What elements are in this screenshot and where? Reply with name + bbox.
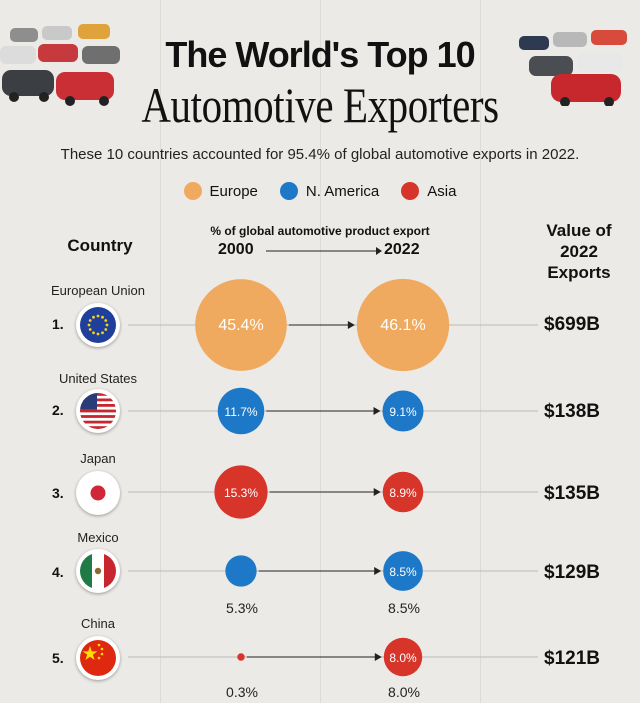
bubble-2022 — [383, 637, 423, 677]
us-flag-icon — [76, 389, 120, 433]
rank-label: 4. — [52, 564, 64, 580]
timeline-arrow-icon — [266, 247, 382, 255]
share-2022-label: 8.5% — [389, 565, 417, 579]
change-arrow-head — [373, 407, 381, 415]
share-2022-label: 46.1% — [380, 317, 425, 334]
country-name: European Union — [51, 283, 145, 298]
share-2000-label: 15.3% — [224, 486, 258, 500]
bg-stripe — [160, 0, 161, 703]
year-start-label: 2000 — [218, 241, 254, 258]
bubble-2022 — [382, 471, 424, 513]
legend: Europe N. America Asia — [0, 182, 640, 200]
bubble-2000 — [217, 387, 265, 435]
pct-column-header: % of global automotive product export — [210, 224, 430, 238]
rank-label: 2. — [52, 402, 64, 418]
share-2022-label: 8.9% — [389, 486, 417, 500]
legend-item-europe: Europe — [183, 182, 258, 200]
eu-flag-icon — [76, 303, 120, 347]
bubble-2022 — [382, 390, 424, 432]
europe-dot-icon — [183, 182, 202, 200]
export-value: $699B — [544, 314, 600, 335]
bg-stripe — [320, 0, 321, 703]
country-name: Japan — [80, 451, 116, 466]
bubble-2000 — [195, 279, 287, 371]
export-value: $121B — [544, 648, 600, 669]
change-arrow-head — [374, 567, 382, 575]
export-value: $138B — [544, 401, 600, 422]
title-line-1: The World's Top 10 — [165, 34, 475, 75]
bubble-2000 — [214, 465, 268, 519]
rank-label: 3. — [52, 485, 64, 501]
export-value: $129B — [544, 562, 600, 583]
share-2000-label-below: 0.3% — [226, 684, 258, 700]
country-name: Mexico — [77, 530, 119, 545]
rank-label: 5. — [52, 650, 64, 666]
country-name: China — [81, 616, 115, 631]
china-flag-icon — [76, 636, 120, 680]
legend-item-asia: Asia — [401, 182, 456, 200]
legend-label: N. America — [305, 182, 380, 200]
north-america-dot-icon — [279, 182, 298, 200]
change-arrow-head — [374, 653, 382, 661]
legend-item-north-america: N. America — [279, 182, 380, 200]
share-2022-label-below: 8.5% — [388, 600, 420, 616]
bubble-2022 — [356, 278, 450, 372]
change-arrow-head — [347, 321, 355, 329]
cars-illustration-right — [519, 30, 627, 106]
japan-flag-icon — [76, 471, 120, 515]
country-column-header: Country — [67, 236, 133, 255]
legend-label: Asia — [427, 182, 457, 200]
bubble-2000 — [225, 555, 257, 587]
asia-dot-icon — [401, 182, 420, 200]
year-end-label: 2022 — [384, 241, 420, 258]
bg-stripe — [480, 0, 481, 703]
rank-label: 1. — [52, 316, 64, 332]
bubble-2000 — [237, 653, 245, 661]
legend-label: Europe — [209, 182, 258, 200]
share-2022-label-below: 8.0% — [388, 684, 420, 700]
title-line-2: Automotive Exporters — [141, 77, 499, 133]
export-value: $135B — [544, 483, 600, 504]
subtitle: These 10 countries accounted for 95.4% o… — [60, 146, 580, 163]
share-2022-label: 8.0% — [389, 651, 417, 665]
country-name: United States — [58, 371, 138, 386]
share-2022-label: 9.1% — [389, 405, 417, 419]
share-2000-label: 45.4% — [218, 317, 263, 334]
mexico-flag-icon — [76, 549, 120, 593]
bubble-2022 — [383, 551, 423, 591]
share-2000-label-below: 5.3% — [226, 600, 258, 616]
cars-illustration-left — [0, 24, 120, 106]
value-column-header: Value of 2022 Exports — [546, 221, 612, 282]
change-arrow-head — [373, 488, 381, 496]
share-2000-label: 11.7% — [224, 405, 257, 419]
